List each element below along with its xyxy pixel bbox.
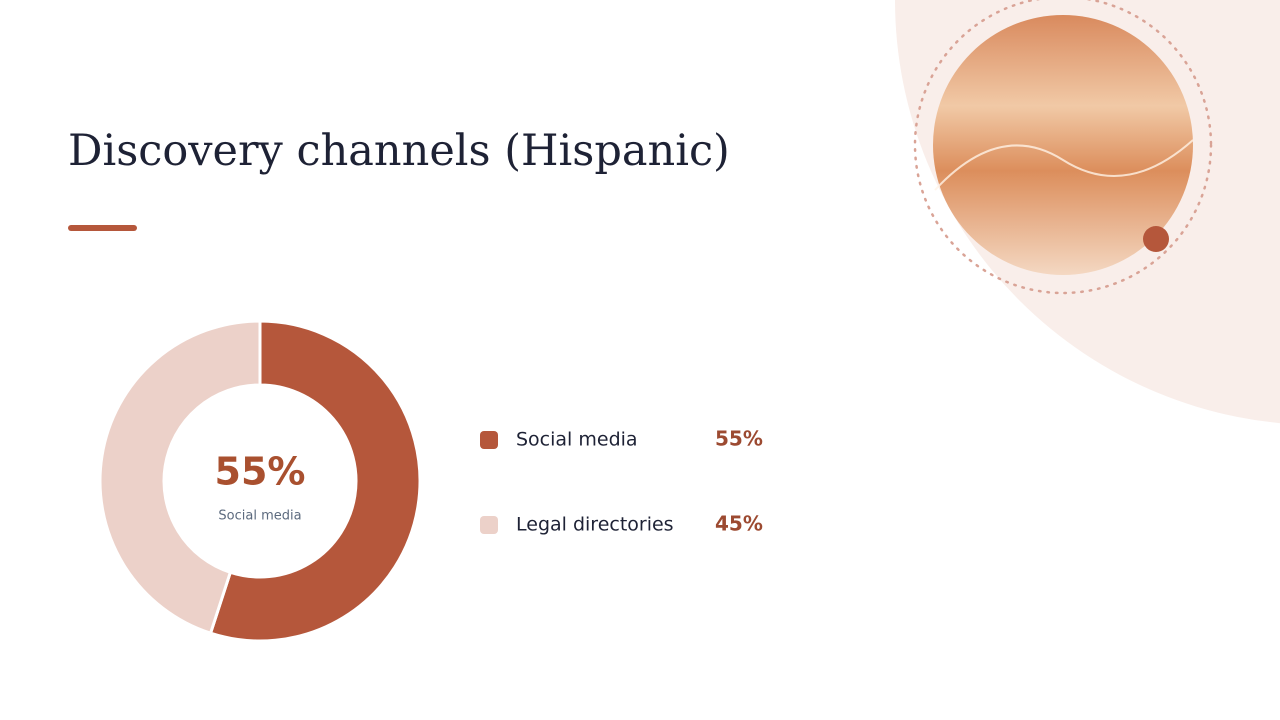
donut-slice <box>98 319 262 636</box>
illustration-detail <box>934 139 1194 191</box>
legend-swatch <box>480 516 498 534</box>
legend: Social media 55% Legal directories 45% <box>480 427 763 536</box>
illustration <box>933 15 1193 275</box>
center-value: 55% <box>215 450 306 494</box>
slide-title: Discovery channels (Hispanic) <box>68 126 730 176</box>
center-label: Social media <box>218 509 301 524</box>
donut-slice <box>208 319 422 643</box>
legend-label: Social media <box>516 429 638 451</box>
legend-value: 45% <box>715 512 763 536</box>
legend-value: 55% <box>715 427 763 451</box>
accent-dot <box>1143 226 1169 252</box>
title-accent <box>68 225 137 231</box>
legend-swatch <box>480 431 498 449</box>
dotted-ring <box>913 0 1213 295</box>
legend-label: Legal directories <box>516 514 674 536</box>
donut-chart <box>98 319 422 643</box>
